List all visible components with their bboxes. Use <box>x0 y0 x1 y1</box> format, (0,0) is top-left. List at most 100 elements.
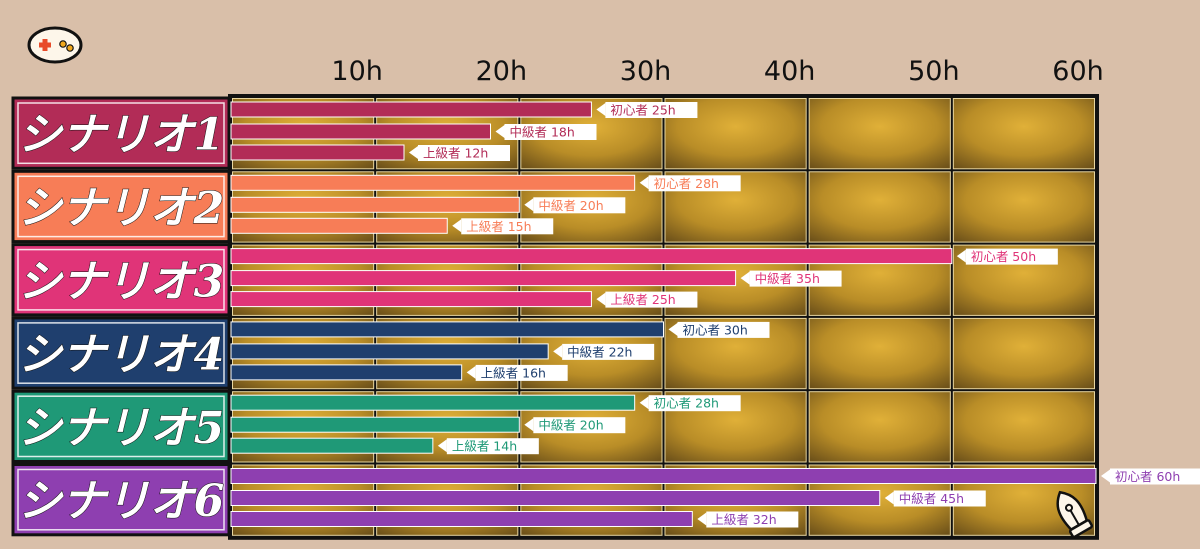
bar-label-box <box>461 218 554 235</box>
bar-label: 中級者 45h <box>899 491 964 506</box>
bar-label: 初心者 28h <box>654 396 719 411</box>
bar-label-box <box>1110 468 1200 485</box>
bar-label: 初心者 30h <box>683 322 748 337</box>
scenario-label: シナリオ5 <box>18 403 225 454</box>
bar <box>230 321 664 338</box>
bar-label: 中級者 20h <box>538 198 603 213</box>
x-axis-ticks: 10h 20h 30h 40h 50h 60h <box>331 56 1103 87</box>
bar-label-box <box>648 175 741 192</box>
bar-label-box <box>605 102 698 118</box>
x-tick-label: 10h <box>331 56 382 87</box>
bar-label-box <box>533 197 626 214</box>
bar-label-box <box>533 417 626 434</box>
scenario-label-inner-border <box>17 322 225 384</box>
bar-label: 上級者 14h <box>452 439 517 454</box>
bar-label: 上級者 12h <box>423 146 488 161</box>
bar-label-pointer <box>596 292 606 306</box>
bar <box>230 144 405 161</box>
scenario-label-inner-border <box>17 395 225 458</box>
grid-cell <box>952 171 1095 243</box>
grid-cell <box>808 171 951 243</box>
grid-cell <box>808 98 951 170</box>
scenario-label-box <box>11 169 231 244</box>
bar <box>230 437 434 454</box>
scenario-label-box <box>11 243 231 317</box>
bar-label-pointer <box>466 365 476 379</box>
bar-label-pointer <box>639 176 649 190</box>
scenario-label: シナリオ2 <box>18 183 225 234</box>
x-tick-label: 40h <box>764 56 815 87</box>
x-tick-label: 60h <box>1052 56 1103 87</box>
bar-label: 上級者 16h <box>481 365 546 380</box>
scenario-row: シナリオ4 初心者 30h 中級者 22h 上級者 16h <box>11 316 770 390</box>
bar <box>230 217 448 234</box>
scenario-row: シナリオ3 初心者 50h 中級者 35h 上級者 25h <box>11 243 1058 317</box>
bar-label-pointer <box>639 396 649 410</box>
scenario-label: シナリオ3 <box>18 256 225 307</box>
grid-cell <box>952 98 1095 170</box>
bar <box>230 343 549 360</box>
bar-label-pointer <box>452 219 462 233</box>
bar-label-pointer <box>740 271 750 285</box>
bar-label-box <box>893 490 986 507</box>
bar-label: 中級者 20h <box>538 418 603 433</box>
scenario-label-inner-border <box>17 102 225 165</box>
bar-label-box <box>475 364 568 381</box>
bar-label-box <box>504 124 597 140</box>
bar <box>230 174 636 191</box>
x-tick-label: 50h <box>908 56 959 87</box>
scenario-label-box <box>11 463 231 537</box>
bar <box>230 468 1097 484</box>
bar-label: 中級者 18h <box>510 125 575 140</box>
scenario-label-inner-border <box>17 468 225 531</box>
bar <box>230 101 592 118</box>
bar <box>230 291 592 308</box>
scenario-label: シナリオ4 <box>18 330 225 381</box>
gamepad-icon <box>27 26 83 64</box>
bar <box>230 248 953 265</box>
bar-label: 初心者 60h <box>1115 469 1180 484</box>
scenario-label-box <box>11 389 231 464</box>
scenario-label-inner-border <box>17 175 225 238</box>
bar-label-pointer <box>956 249 966 263</box>
x-tick-label: 20h <box>476 56 527 87</box>
bar-label: 上級者 25h <box>610 292 675 307</box>
bar-label-pointer <box>524 418 534 432</box>
bar-label-pointer <box>409 146 418 159</box>
bar-label: 上級者 32h <box>711 512 776 527</box>
bar-label: 中級者 22h <box>567 344 632 359</box>
scenario-label-inner-border <box>17 248 225 311</box>
scenario-row: シナリオ5 初心者 28h 中級者 20h 上級者 14h <box>11 389 741 464</box>
bar-label-box <box>446 438 539 455</box>
scenario-row: シナリオ2 初心者 28h 中級者 20h 上級者 15h <box>11 169 741 244</box>
bar-label: 上級者 15h <box>466 219 531 234</box>
bar <box>230 490 881 506</box>
scenario-rows: シナリオ1 初心者 25h 中級者 18h 上級者 12h シナリオ2 初心者 28h 中級… <box>11 96 1200 537</box>
bar-label-box <box>749 270 842 287</box>
scenario-label: シナリオ1 <box>18 110 225 161</box>
scenario-row: シナリオ1 初心者 25h 中級者 18h 上級者 12h <box>11 96 698 170</box>
bar <box>230 511 693 527</box>
bar-label-pointer <box>495 125 505 138</box>
bar-label-box <box>562 343 655 360</box>
bar-label-pointer <box>884 491 894 505</box>
bar <box>230 123 491 140</box>
scenario-row: シナリオ6 初心者 60h 中級者 45h 上級者 32h <box>11 463 1200 537</box>
bar <box>230 416 520 433</box>
bar-label-box <box>965 248 1058 265</box>
bar-label-pointer <box>1101 469 1110 483</box>
grid-cell <box>952 317 1095 390</box>
grid-cell <box>808 317 951 390</box>
x-tick-label: 30h <box>620 56 671 87</box>
bar-label-box <box>648 395 741 412</box>
fountain-pen-nib-icon <box>1056 490 1094 539</box>
bar-label-box <box>706 511 799 528</box>
scenario-label: シナリオ6 <box>18 476 225 527</box>
bar-label-pointer <box>524 198 534 212</box>
grid-cell <box>808 391 951 463</box>
bar-label-box <box>677 321 770 338</box>
bar-label-pointer <box>596 103 606 116</box>
bar-label-box <box>418 145 510 161</box>
bar-label-pointer <box>553 344 563 358</box>
